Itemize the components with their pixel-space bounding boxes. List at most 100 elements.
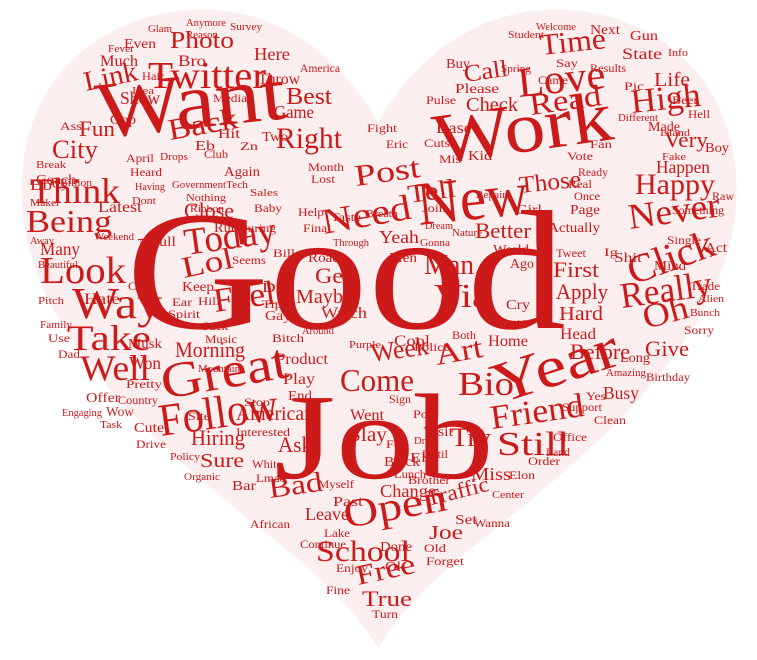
- word-mis: Mis: [439, 152, 461, 166]
- word-hill: Hill: [198, 294, 221, 308]
- word-hard: Hard: [559, 303, 603, 325]
- word-baby: Baby: [254, 201, 282, 215]
- heart-shape: [21, 9, 737, 648]
- word-better: Better: [475, 218, 532, 243]
- word-sales: Sales: [250, 188, 278, 199]
- word-welcome: Welcome: [536, 22, 577, 33]
- word-throw: Throw: [258, 71, 300, 88]
- word-keep: Keep: [182, 280, 214, 295]
- word-task: Task: [100, 420, 122, 431]
- word-close: Close: [184, 198, 234, 223]
- word-center: Center: [492, 490, 525, 501]
- word-busy: Busy: [603, 383, 639, 403]
- word-ig: Ig: [604, 245, 618, 259]
- word-offer: Offer: [86, 391, 120, 406]
- word-support: Support: [562, 400, 603, 414]
- word-coach: Coach: [36, 173, 76, 188]
- word-info: Info: [668, 48, 688, 59]
- word-tweet: Tweet: [556, 246, 587, 260]
- word-bb: Bb: [30, 177, 52, 194]
- word-alien: Alien: [698, 294, 724, 305]
- word-leave: Leave: [305, 504, 349, 524]
- word-visit: Visit: [423, 425, 453, 440]
- word-joe: Joe: [429, 522, 463, 544]
- word-fight: Fight: [367, 121, 398, 135]
- word-media: Media: [213, 91, 248, 105]
- word-page: Page: [570, 203, 600, 218]
- word-survey: Survey: [230, 22, 262, 33]
- word-many: Many: [40, 239, 80, 259]
- word-tech: Tech: [226, 180, 248, 191]
- word-play: Play: [283, 371, 315, 388]
- word-mountain: Mountain: [198, 364, 240, 375]
- word-sorry: Sorry: [684, 323, 714, 337]
- word-idea: Idea: [132, 86, 155, 97]
- word-love: Love: [515, 52, 607, 107]
- word-police: Police: [414, 340, 450, 354]
- word-ok: Ok: [385, 560, 405, 575]
- word-ago: Ago: [510, 257, 534, 272]
- word-heard: Heard: [130, 165, 162, 179]
- word-road: Road: [308, 251, 340, 266]
- word-weekend: Weekend: [94, 232, 134, 243]
- word-clean: Clean: [594, 413, 626, 427]
- word-layer: Good Job Want Work New Love Twitter Toda…: [26, 18, 734, 621]
- word-around: Around: [302, 326, 334, 337]
- word-dad: Dad: [58, 347, 80, 361]
- word-bunch: Bunch: [690, 308, 720, 319]
- word-american: American: [236, 403, 314, 425]
- word-look: Look: [40, 250, 126, 292]
- word-drops: Drops: [160, 152, 188, 163]
- word-take: Take: [67, 318, 151, 358]
- word-next: Next: [590, 23, 620, 38]
- word-home: Home: [488, 333, 528, 350]
- word-life: Life: [654, 69, 690, 91]
- word-come: Come: [340, 362, 414, 398]
- word-head: Head: [560, 326, 596, 343]
- word-buy: Buy: [446, 57, 470, 72]
- word-old: Old: [424, 541, 446, 555]
- word-miss: Miss: [471, 464, 511, 484]
- word-cry: Cry: [506, 298, 530, 313]
- word-mind: Mind: [654, 259, 686, 274]
- word-lost: Lost: [311, 172, 336, 186]
- word-past: Past: [333, 495, 363, 510]
- word-having: Having: [135, 182, 165, 193]
- word-sure: Sure: [200, 450, 244, 472]
- word-boy: Boy: [705, 141, 729, 156]
- word-indeed: Indeed: [135, 238, 149, 274]
- word-elon: Elon: [509, 468, 535, 482]
- word-fell: Fell: [386, 437, 409, 451]
- word-tell: Tell: [406, 174, 458, 209]
- word-new: New: [413, 160, 532, 239]
- word-repair: Repair: [476, 190, 507, 201]
- word-give: Give: [645, 336, 689, 361]
- word-both: Both: [452, 328, 476, 342]
- word-state: State: [622, 46, 662, 63]
- word-student: Student: [508, 30, 544, 41]
- word-care: Care: [128, 279, 152, 293]
- word-man: Man: [424, 250, 474, 281]
- word-try: Try: [451, 423, 491, 452]
- word-best: Best: [286, 84, 332, 110]
- word-won: Won: [129, 353, 161, 373]
- word-use: Use: [48, 331, 70, 345]
- word-join: Join: [422, 201, 446, 215]
- word-enjoy: Enjoy: [336, 561, 368, 575]
- word-club: Club: [204, 147, 228, 161]
- word-made: Made: [648, 120, 680, 135]
- word-nothing: Nothing: [186, 193, 226, 204]
- word-time: Time: [538, 22, 607, 62]
- word-eric: Eric: [386, 137, 408, 151]
- word-lake: Lake: [324, 526, 350, 540]
- word-actually: Actually: [548, 221, 600, 236]
- word-cy: Cy: [52, 177, 68, 191]
- word-two: Two: [262, 130, 288, 145]
- word-very: Very: [664, 127, 708, 152]
- word-yes: Yes: [586, 389, 606, 403]
- word-brother: Brother: [408, 473, 450, 487]
- word-ear: Ear: [172, 295, 192, 309]
- word-bro: Bro: [178, 53, 206, 70]
- word-hiring: Hiring: [191, 425, 245, 450]
